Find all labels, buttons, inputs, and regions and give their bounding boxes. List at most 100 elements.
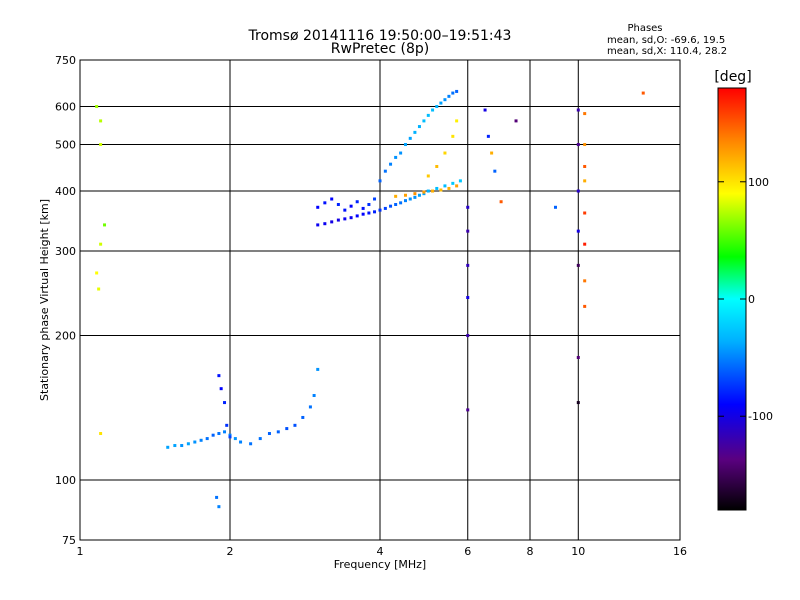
data-point [389,204,393,208]
data-point [447,94,451,98]
data-point [553,205,557,209]
data-point [99,242,103,246]
data-point [97,287,101,291]
data-point [408,197,412,201]
data-point [383,169,387,173]
data-point [417,125,421,129]
data-point [466,229,470,233]
data-point [293,423,297,427]
data-point [455,89,459,93]
data-point [466,263,470,267]
data-point [583,304,587,308]
data-point [336,218,340,222]
data-point [173,444,177,448]
y-tick-label: 500 [55,139,76,152]
data-point [466,334,470,338]
y-tick-label: 750 [55,54,76,67]
data-point [205,437,209,441]
data-point [435,186,439,190]
data-point [99,432,103,436]
data-point [223,401,227,405]
x-tick-label: 6 [464,545,471,558]
x-tick-label: 2 [227,545,234,558]
phase-info-title: Phases [627,23,662,34]
phase-info-x: mean, sd,X: 110.4, 28.2 [607,46,727,57]
data-point [514,119,518,123]
data-point [641,91,645,95]
data-point [394,155,398,159]
data-point [426,189,430,193]
data-point [399,151,403,155]
data-point [576,355,580,359]
data-point [330,197,334,201]
data-point [389,162,393,166]
data-point [217,505,221,509]
x-tick-label: 4 [377,545,384,558]
chart-title: Tromsø 20141116 19:50:00–19:51:43 [248,28,512,44]
data-point [367,211,371,215]
data-point [422,190,426,194]
data-point [225,423,229,427]
data-point [186,442,190,446]
data-point [193,440,197,444]
data-point [576,143,580,147]
data-point [576,108,580,112]
x-axis-label: Frequency [MHz] [334,558,426,571]
x-tick-label: 8 [527,545,534,558]
chart-subtitle: RwPretec (8p) [331,41,429,57]
data-point [443,98,447,102]
data-point [431,108,435,112]
plot-grid [80,60,680,540]
data-point [583,211,587,215]
data-point [343,208,347,212]
data-point [343,217,347,221]
data-point [373,210,377,214]
colorbar-tick-label: -100 [748,410,773,423]
data-point [258,437,262,441]
data-point [583,279,587,283]
data-point [443,184,447,188]
data-point [466,205,470,209]
data-point [316,205,320,209]
data-point [361,206,365,210]
colorbar-label: [deg] [714,69,751,85]
data-point [576,263,580,267]
data-point [483,108,487,112]
data-point [417,193,421,197]
data-point [576,229,580,233]
data-point [308,405,312,409]
data-point [403,143,407,147]
data-point [223,430,227,434]
data-point [451,134,455,138]
data-point [403,199,407,203]
colorbar-ticks: 100 0 -100 [718,176,773,423]
data-point [103,223,107,227]
data-point [422,192,426,196]
data-point [378,208,382,212]
data-point [349,204,353,208]
data-point [458,179,462,183]
data-point [493,169,497,173]
data-point [455,184,459,188]
data-point [451,91,455,95]
data-point [431,189,435,193]
data-point [215,495,219,499]
data-point [490,151,494,155]
data-point [394,202,398,206]
data-point [466,408,470,412]
data-point [211,433,215,437]
colorbar-tick-label: 0 [748,293,755,306]
data-point [323,222,327,226]
data-point [323,201,327,205]
x-tick-label: 10 [571,545,585,558]
data-point [349,216,353,220]
data-point [439,101,443,105]
plot-frame [79,59,681,541]
data-point [199,438,203,442]
data-point [166,445,170,449]
y-tick-label: 400 [55,185,76,198]
data-point [576,401,580,405]
y-tick-label: 300 [55,245,76,258]
data-point [217,374,221,378]
data-point [99,119,103,123]
